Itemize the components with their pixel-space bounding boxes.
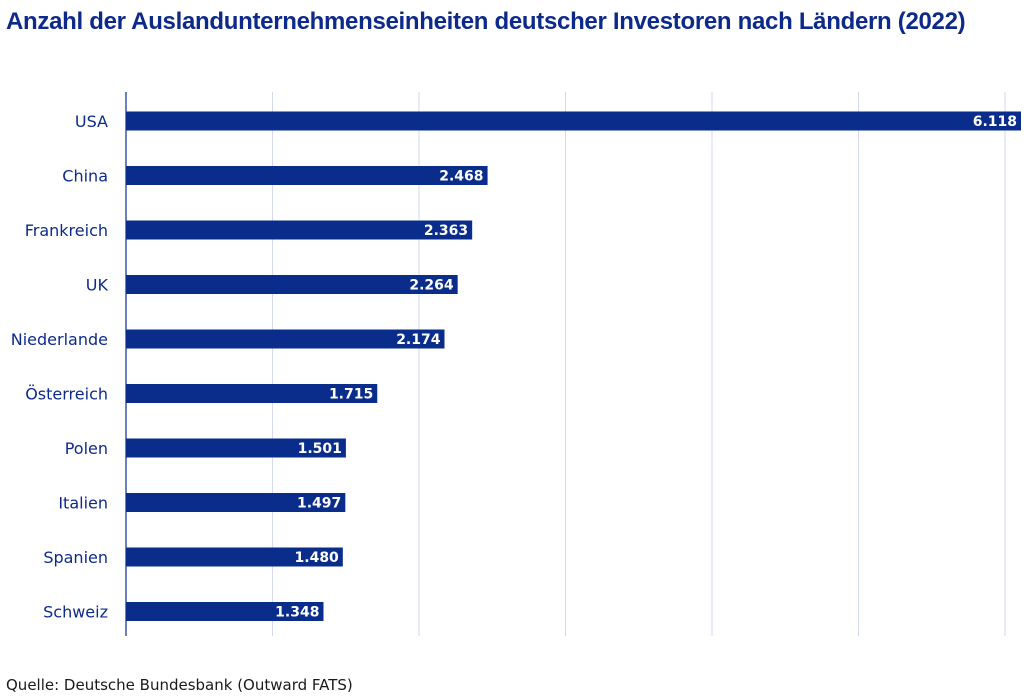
bar bbox=[126, 329, 445, 349]
data-label: 1.715 bbox=[329, 387, 373, 403]
category-labels: USA China Frankreich UK Niederlande Österreic… bbox=[11, 112, 109, 622]
category-label: Italien bbox=[58, 494, 108, 513]
bar bbox=[126, 493, 346, 512]
data-label: 1.348 bbox=[275, 605, 319, 621]
category-label: Österreich bbox=[25, 385, 108, 404]
chart-title: Anzahl der Auslandunternehmenseinheiten … bbox=[6, 8, 966, 35]
data-label: 2.363 bbox=[424, 223, 468, 239]
category-label: Schweiz bbox=[43, 603, 108, 622]
data-label: 6.118 bbox=[973, 114, 1017, 130]
data-label: 2.174 bbox=[396, 332, 441, 348]
bars: 6.118 2.468 2.363 2.264 2.174 1.715 1.501 1.497… bbox=[126, 111, 1021, 621]
category-label: USA bbox=[75, 112, 108, 131]
bar bbox=[126, 602, 324, 621]
category-label: Polen bbox=[65, 439, 108, 458]
data-label: 1.497 bbox=[297, 496, 341, 512]
bar bbox=[126, 220, 473, 240]
category-label: Niederlande bbox=[11, 330, 108, 349]
bar bbox=[126, 166, 488, 185]
data-label: 1.480 bbox=[295, 550, 340, 566]
bar bbox=[126, 438, 346, 458]
bar bbox=[126, 384, 378, 403]
bar bbox=[126, 275, 458, 294]
source-note: Quelle: Deutsche Bundesbank (Outward FAT… bbox=[6, 676, 353, 694]
category-label: Frankreich bbox=[25, 221, 108, 240]
data-label: 2.468 bbox=[439, 169, 483, 185]
bar bbox=[126, 111, 1021, 131]
bar bbox=[126, 547, 343, 567]
data-label: 1.501 bbox=[298, 441, 342, 457]
data-label: 2.264 bbox=[409, 278, 454, 294]
bar-chart: 6.118 2.468 2.363 2.264 2.174 1.715 1.501 1.497… bbox=[11, 92, 1021, 636]
category-label: China bbox=[62, 167, 108, 186]
category-label: UK bbox=[86, 276, 109, 295]
category-label: Spanien bbox=[43, 548, 108, 567]
